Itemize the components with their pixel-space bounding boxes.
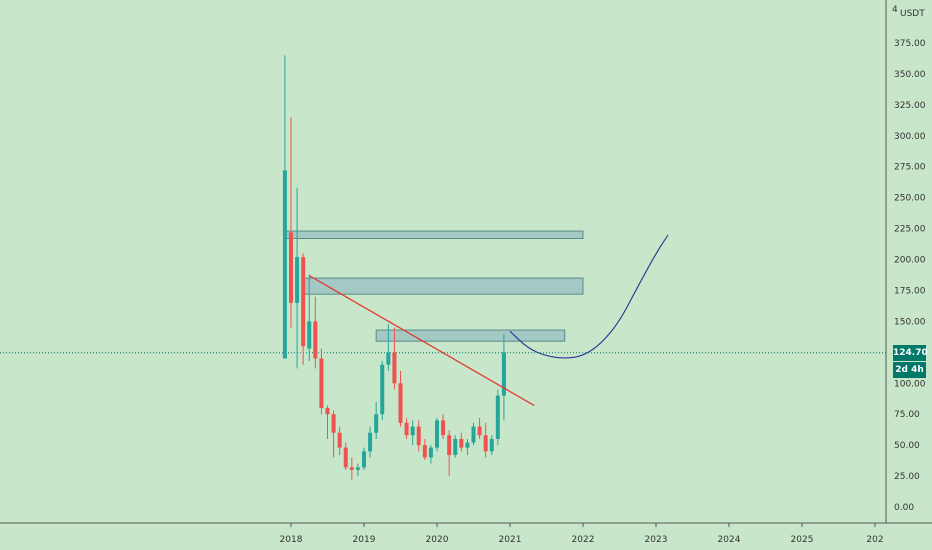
candle-body: [404, 422, 409, 436]
candle-body: [282, 170, 287, 359]
candle-body: [331, 414, 336, 433]
y-tick-label: 75.00: [894, 410, 920, 420]
y-tick-label: 25.00: [894, 472, 920, 482]
x-tick-label: 2019: [353, 535, 376, 545]
y-tick-label: 350.00: [894, 70, 926, 80]
candle-body: [325, 408, 330, 415]
y-tick-label: 225.00: [894, 225, 926, 235]
x-tick-label: 2021: [499, 535, 522, 545]
candle-body: [435, 420, 439, 448]
candle-body: [447, 435, 452, 456]
y-tick-label: 325.00: [894, 101, 926, 111]
candle-body: [410, 426, 415, 436]
y-tick-label: 300.00: [894, 132, 926, 142]
candle-body: [355, 467, 360, 470]
candle-body: [374, 414, 379, 433]
x-axis-ticks: 2018 2019 2020 2021 2022 2023 2024 2025 202: [280, 523, 884, 545]
candle-body: [398, 383, 403, 423]
x-tick-label: 2018: [280, 535, 303, 545]
candle-body: [295, 257, 300, 303]
candle-body: [289, 232, 293, 303]
x-tick-label: 202: [866, 535, 883, 545]
descending-trendline[interactable]: [308, 275, 535, 407]
y-axis-ticks: 375.00 350.00 325.00 300.00 275.00 250.00 225.…: [894, 39, 926, 513]
candle-body: [422, 445, 427, 458]
candle-body: [477, 426, 482, 436]
candle-body: [319, 358, 324, 409]
zone-rect: [375, 329, 566, 342]
candle-body: [471, 426, 476, 443]
candle-body: [343, 447, 348, 468]
candle-body: [483, 435, 488, 452]
candle-body: [459, 438, 464, 448]
current-price-tag: 124.70: [893, 344, 928, 361]
x-tick-label: 2020: [426, 535, 449, 545]
y-tick-label: 250.00: [894, 194, 926, 204]
zone-rect: [302, 277, 584, 295]
x-tick-label: 2022: [572, 535, 595, 545]
currency-label: USDT: [900, 9, 925, 19]
x-tick-label: 2024: [718, 535, 741, 545]
y-tick-label: 150.00: [894, 317, 926, 327]
candles: [282, 55, 506, 480]
x-tick-label: 2025: [791, 535, 814, 545]
y-tick-label: 50.00: [894, 441, 920, 451]
candle-body: [441, 420, 446, 436]
candle-body: [453, 438, 458, 456]
candle-body: [349, 467, 354, 470]
projection-curve[interactable]: [509, 234, 669, 359]
y-tick-label: 200.00: [894, 256, 926, 266]
candle-body: [495, 395, 500, 439]
candle-body: [313, 321, 318, 359]
x-tick-label: 2023: [645, 535, 668, 545]
candle-countdown-tag: 2d 4h: [893, 361, 926, 378]
candle-body: [362, 451, 366, 468]
candle-body: [428, 447, 433, 458]
top-tick-label: 4: [892, 5, 898, 15]
candle-body: [307, 321, 312, 349]
resistance-zones[interactable]: [284, 230, 584, 342]
y-tick-label: 375.00: [894, 39, 926, 49]
candle-body: [416, 426, 421, 446]
candle-body: [386, 352, 391, 365]
candle-body: [380, 364, 385, 415]
y-tick-label: 275.00: [894, 163, 926, 173]
candle-body: [392, 352, 397, 384]
candle-body: [501, 352, 506, 396]
candle-body: [368, 432, 373, 452]
candle-body: [337, 432, 342, 448]
candle-body: [465, 442, 470, 448]
y-tick-label: 175.00: [894, 286, 926, 296]
candle-body: [301, 257, 306, 347]
zone-rect: [284, 230, 584, 239]
y-tick-label: 100.00: [894, 379, 926, 389]
y-tick-label: 0.00: [894, 503, 914, 513]
candle-body: [489, 438, 494, 452]
